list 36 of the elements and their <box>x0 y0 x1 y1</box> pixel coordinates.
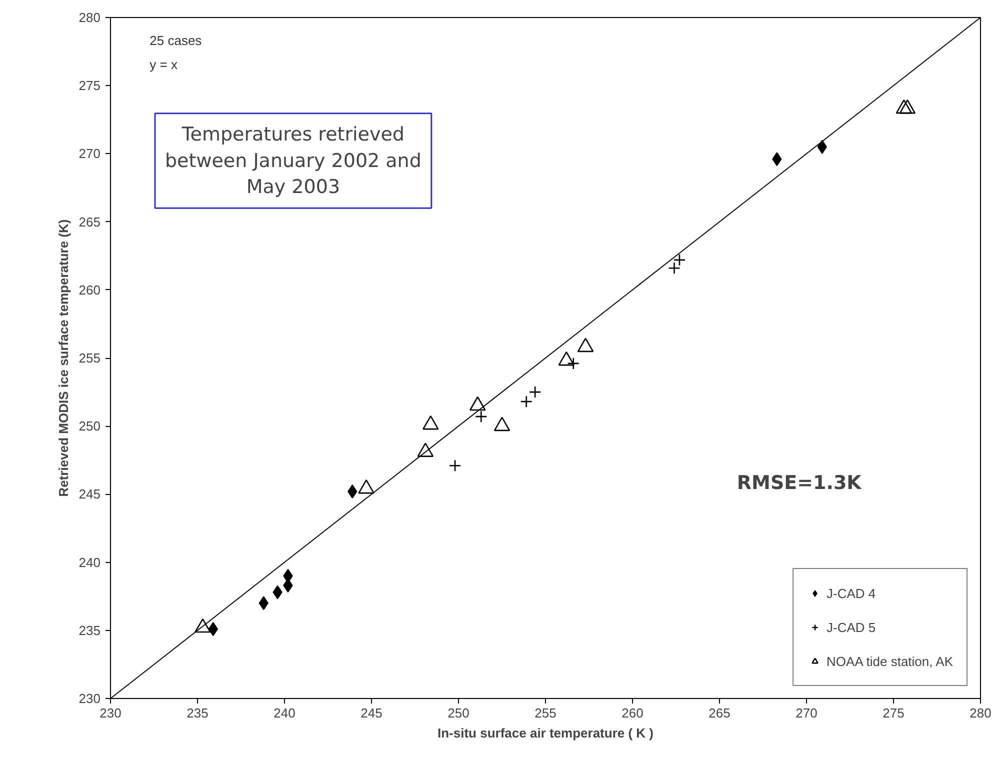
legend-label: J-CAD 5 <box>826 620 876 634</box>
x-tick-label: 230 <box>100 706 122 720</box>
x-tick-label: 265 <box>708 706 730 720</box>
annotation: 25 cases <box>150 33 202 48</box>
point <box>448 459 462 472</box>
x-tick-label: 260 <box>622 706 644 720</box>
x-tick-label: 250 <box>448 706 470 720</box>
point <box>520 395 533 408</box>
legend-label: NOAA tide station, AK <box>826 654 953 668</box>
legend-label: J-CAD 4 <box>826 586 876 600</box>
y-axis-title: Retrieved MODIS ice surface temperature (K) <box>56 219 71 497</box>
point <box>474 410 488 423</box>
y-tick-label: 280 <box>78 10 101 25</box>
point <box>567 357 580 370</box>
annotation: RMSE=1.3K <box>736 472 863 494</box>
y-tick-label: 260 <box>78 282 101 298</box>
annotation: Temperatures retrieved between January 2002 and May 2003 <box>164 123 422 198</box>
y-tick-label: 235 <box>78 622 101 638</box>
point <box>528 386 542 398</box>
x-tick-label: 280 <box>970 706 992 720</box>
y-tick-label: 275 <box>78 78 101 94</box>
y-tick-label: 255 <box>78 350 101 366</box>
x-tick-label: 275 <box>882 706 904 720</box>
x-axis-title: In-situ surface air temperature ( K ) <box>438 726 654 740</box>
x-tick-label: 255 <box>534 706 556 720</box>
annotation: y = x <box>150 56 178 72</box>
x-tick-label: 245 <box>360 706 382 720</box>
x-tick-label: 240 <box>274 706 296 720</box>
y-tick-label: 245 <box>78 486 101 502</box>
x-tick-label: 270 <box>796 706 818 720</box>
y-tick-label: 265 <box>78 214 101 230</box>
y-tick-label: 270 <box>78 146 101 162</box>
y-tick-label: 250 <box>78 418 101 434</box>
y-tick-label: 240 <box>78 554 101 570</box>
y-tick-label: 230 <box>78 691 101 706</box>
x-tick-label: 235 <box>186 706 208 720</box>
